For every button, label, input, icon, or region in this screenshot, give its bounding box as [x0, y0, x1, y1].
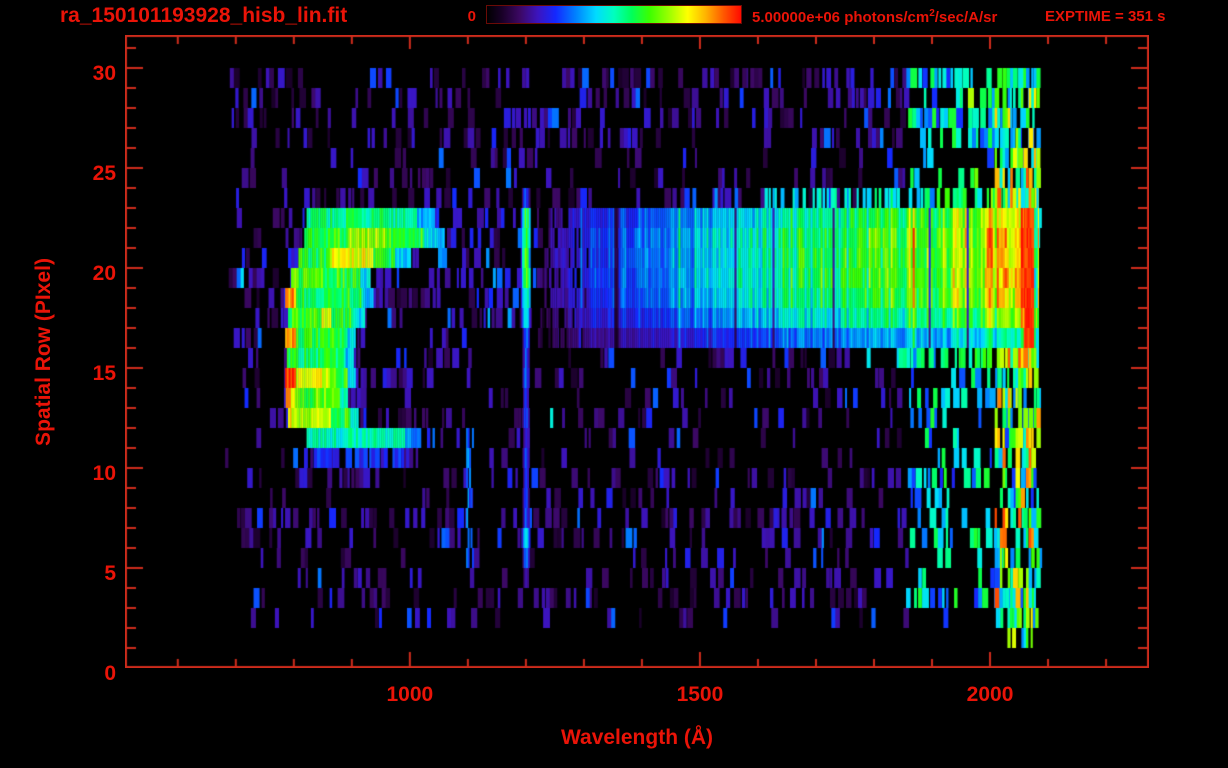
x-tick-label: 1500 [676, 683, 724, 706]
colorbar-min-label: 0 [467, 8, 476, 25]
y-tick-label: 25 [92, 162, 116, 185]
colorbar-max-units-label: 5.00000e+06 photons/cm2/sec/A/sr [752, 8, 997, 26]
y-tick-label: 20 [92, 262, 116, 285]
colorbar-unit-superscript: 2 [929, 8, 935, 19]
colorbar-unit-prefix: photons/cm [844, 9, 930, 26]
y-tick-label: 30 [92, 62, 116, 85]
y-tick-label: 0 [104, 662, 116, 685]
colorbar-unit-suffix: /sec/A/sr [934, 9, 998, 26]
y-axis-label: Spatial Row (PIxel) [32, 258, 55, 446]
x-axis-label: Wavelength (Å) [560, 726, 714, 749]
exptime-label: EXPTIME = 351 s [1045, 8, 1166, 25]
x-tick-label: 1000 [386, 683, 434, 706]
colorbar-gradient [486, 5, 742, 24]
y-tick-label: 10 [92, 462, 116, 485]
y-tick-label: 5 [104, 562, 116, 585]
spectral-heatmap-canvas [125, 35, 1149, 668]
x-tick-label: 2000 [966, 683, 1014, 706]
y-tick-label: 15 [92, 362, 116, 385]
file-title: ra_150101193928_hisb_lin.fit [60, 4, 348, 27]
colorbar-max-value: 5.00000e+06 [752, 9, 841, 26]
